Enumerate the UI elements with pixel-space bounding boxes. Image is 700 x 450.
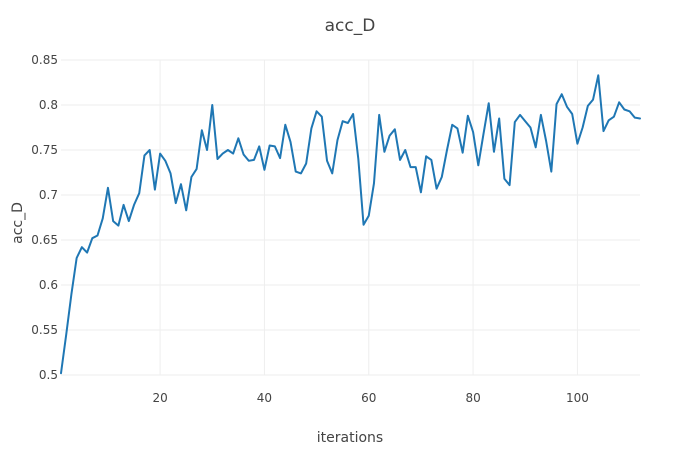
chart-title: acc_D (325, 16, 376, 36)
y-tick-label: 0.6 (39, 278, 58, 292)
x-tick-label: 60 (361, 391, 376, 405)
y-tick-label: 0.75 (31, 143, 58, 157)
x-tick-label: 80 (465, 391, 480, 405)
y-axis-ticks: 0.5 0.55 0.6 0.65 0.7 0.75 0.8 0.85 (31, 53, 58, 382)
series-group (60, 74, 641, 375)
x-axis-label: iterations (317, 430, 383, 446)
y-tick-label: 0.5 (39, 368, 58, 382)
grid (61, 59, 640, 376)
y-tick-label: 0.85 (31, 53, 58, 67)
x-tick-label: 20 (152, 391, 167, 405)
x-tick-label: 100 (566, 391, 589, 405)
x-axis-ticks: 20 40 60 80 100 (152, 391, 588, 405)
y-axis-label: acc_D (10, 202, 26, 244)
y-tick-label: 0.7 (39, 188, 58, 202)
x-tick-label: 40 (257, 391, 272, 405)
y-tick-label: 0.55 (31, 323, 58, 337)
y-tick-label: 0.65 (31, 233, 58, 247)
y-tick-label: 0.8 (39, 98, 58, 112)
series-line (60, 74, 641, 375)
